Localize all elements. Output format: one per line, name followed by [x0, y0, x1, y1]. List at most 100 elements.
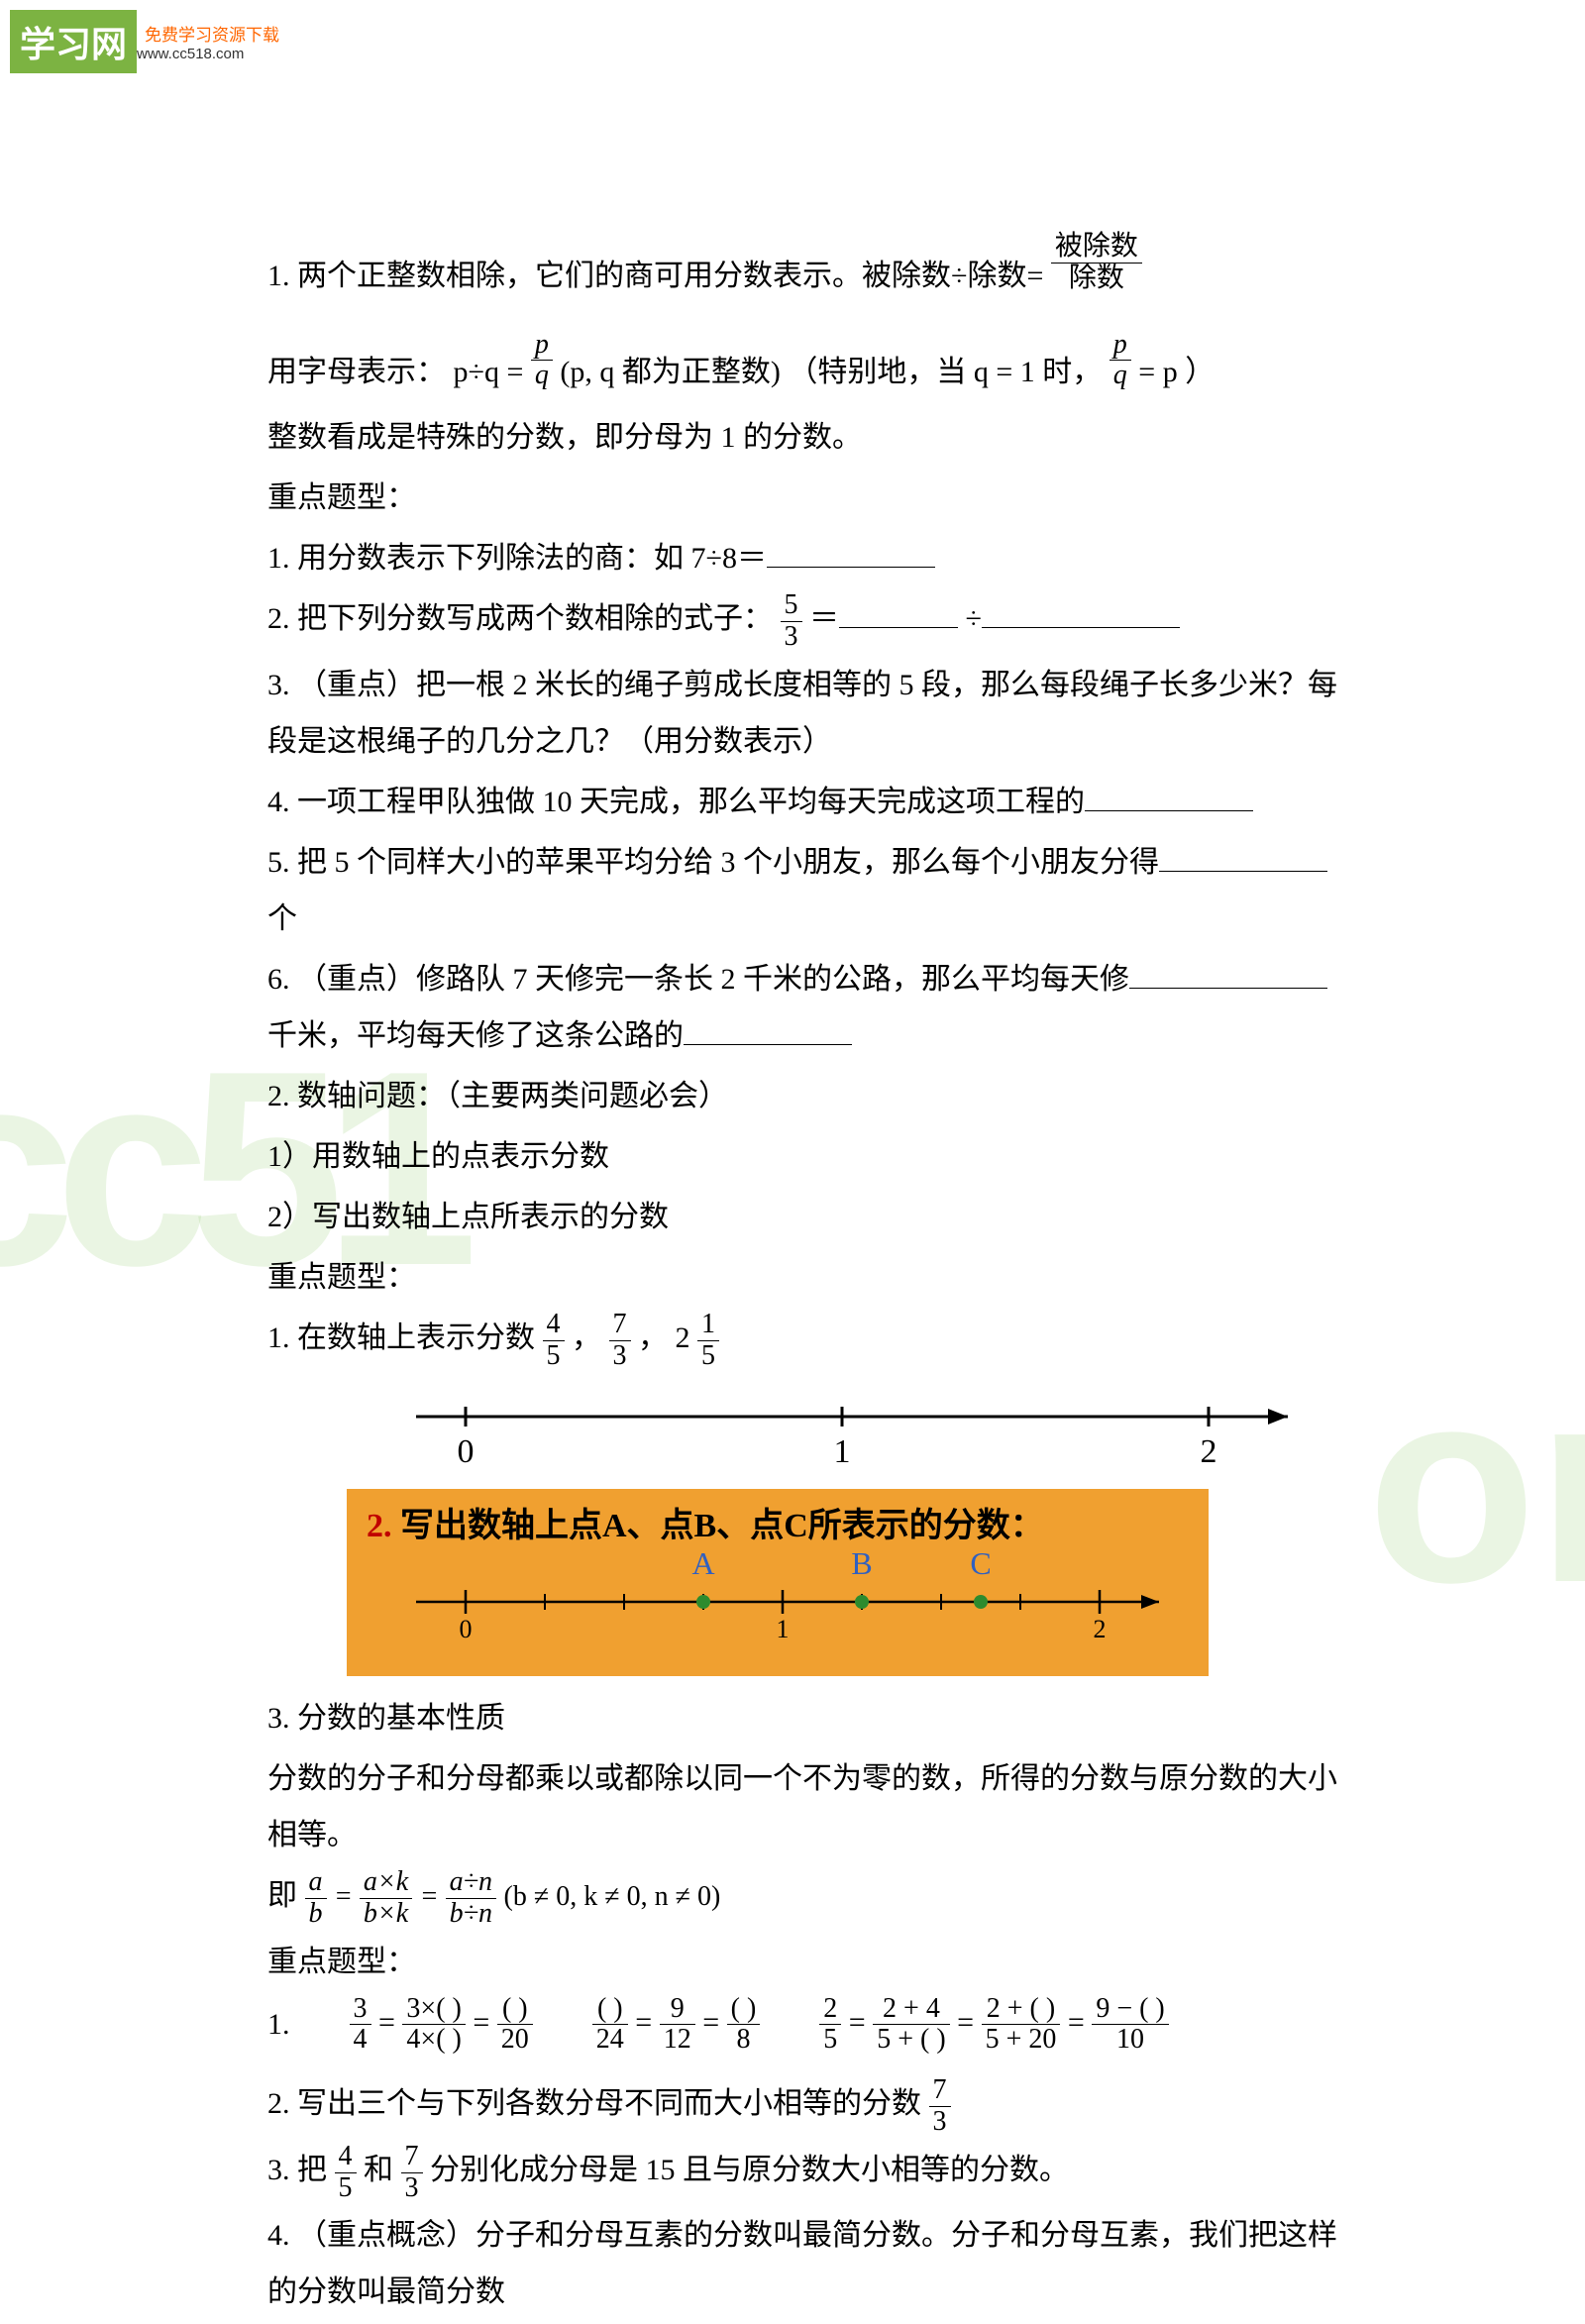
- eq: =: [420, 1881, 446, 1912]
- d: 5 + 20: [982, 2025, 1061, 2056]
- logo-url: www.cc518.com: [137, 46, 279, 62]
- f: ( )24: [592, 1994, 628, 2057]
- text: 3. 把: [267, 2154, 327, 2186]
- eq: =: [334, 1881, 360, 1912]
- text: 用字母表示： p÷q =: [267, 356, 523, 388]
- numerator: 被除数: [1051, 232, 1142, 264]
- numerator: 4: [543, 1310, 565, 1341]
- blank: [982, 598, 1180, 628]
- d: 5 + ( ): [873, 2025, 949, 2056]
- denominator: 5: [543, 1341, 565, 1372]
- fraction-7-3: 73: [609, 1310, 631, 1372]
- frac-a-b: ab: [305, 1867, 327, 1930]
- f: 3×( )4×( ): [402, 1994, 465, 2057]
- denominator: 5: [697, 1341, 719, 1372]
- point-C: [974, 1595, 988, 1609]
- fraction-4-5: 45: [543, 1310, 565, 1372]
- frac-an-bn: a÷nb÷n: [446, 1867, 496, 1930]
- q-6: 6. （重点）修路队 7 天修完一条长 2 千米的公路，那么平均每天修千米，平均…: [267, 951, 1337, 1064]
- intro-line-4: 重点题型：: [267, 470, 1337, 526]
- site-logo: 学习网 免费学习资源下载 www.cc518.com: [10, 10, 279, 73]
- denominator: 5: [335, 2173, 357, 2204]
- tick-0: 0: [458, 1433, 475, 1470]
- denominator: b÷n: [446, 1899, 496, 1930]
- d: 12: [660, 2025, 695, 2056]
- text: 个: [267, 902, 297, 935]
- blank: [839, 598, 958, 628]
- d: 24: [592, 2025, 628, 2056]
- q-4: 4. 一项工程甲队独做 10 天完成，那么平均每天完成这项工程的: [267, 774, 1337, 830]
- label-C: C: [970, 1550, 991, 1581]
- fraction-dividend-divisor: 被除数 除数: [1051, 232, 1142, 294]
- fraction-pq: p q: [531, 330, 553, 392]
- blank: [1085, 782, 1253, 811]
- text: 1. 两个正整数相除，它们的商可用分数表示。被除数÷除数=: [267, 260, 1043, 292]
- numerator: a: [305, 1867, 327, 1899]
- n: 2: [819, 1994, 841, 2026]
- point-B: [855, 1595, 869, 1609]
- text: (p, q 都为正整数) （特别地，当 q = 1 时，: [560, 356, 1102, 388]
- prop-formula: 即 ab = a×kb×k = a÷nb÷n (b ≠ 0, k ≠ 0, n …: [267, 1867, 1337, 1930]
- tick-2: 2: [1094, 1615, 1107, 1643]
- expr-2: ( )24 = 912 = ( )8: [592, 1994, 761, 2057]
- text: 1. 在数轴上表示分数: [267, 1321, 535, 1354]
- document-content: 1. 两个正整数相除，它们的商可用分数表示。被除数÷除数= 被除数 除数 用字母…: [267, 248, 1337, 2324]
- tick-1: 1: [834, 1433, 851, 1470]
- f: 2 + 45 + ( ): [873, 1994, 949, 2057]
- prop-desc: 分数的分子和分母都乘以或都除以同一个不为零的数，所得的分数与原分数的大小相等。: [267, 1750, 1337, 1863]
- prop-ex4: 4. （重点概念）分子和分母互素的分数叫最简分数。分子和分母互素，我们把这样的分…: [267, 2207, 1337, 2320]
- watermark-right: om: [1367, 1327, 1585, 1645]
- text: 分别化成分母是 15 且与原分数大小相等的分数。: [430, 2154, 1069, 2186]
- f: 25: [819, 1994, 841, 2057]
- expr-1: 34 = 3×( )4×( ) = ( )20: [350, 1994, 533, 2057]
- blank: [1129, 959, 1327, 989]
- numerator: p: [531, 330, 553, 362]
- condition: (b ≠ 0, k ≠ 0, n ≠ 0): [504, 1881, 721, 1912]
- n: 2 + 4: [873, 1994, 949, 2026]
- numerator: p: [1110, 330, 1131, 362]
- numberline-2-svg: A B C 0 1 2: [367, 1550, 1179, 1649]
- numerator: 5: [781, 590, 802, 622]
- q-1: 1. 用分数表示下列除法的商：如 7÷8＝: [267, 530, 1337, 586]
- denominator: 除数: [1051, 264, 1142, 294]
- text: 千米，平均每天修了这条公路的: [267, 1019, 684, 1052]
- denominator: 3: [929, 2107, 951, 2138]
- f: 9 − ( )10: [1092, 1994, 1168, 2057]
- section-2-1: 1）用数轴上的点表示分数: [267, 1128, 1337, 1185]
- prop-ex1: 1. 34 = 3×( )4×( ) = ( )20 ( )24 = 912 =…: [267, 1994, 1337, 2057]
- text: ÷: [966, 602, 982, 635]
- n: 9 − ( ): [1092, 1994, 1168, 2026]
- prefix: 1.: [267, 1996, 290, 2053]
- text: 2. 写出三个与下列各数分母不同而大小相等的分数: [267, 2087, 929, 2120]
- text: ，: [572, 1321, 601, 1354]
- denominator: q: [531, 361, 553, 391]
- n: 2 + ( ): [982, 1994, 1061, 2026]
- text: 4. 一项工程甲队独做 10 天完成，那么平均每天完成这项工程的: [267, 786, 1085, 818]
- point-A: [696, 1595, 710, 1609]
- section-2: 2. 数轴问题：（主要两类问题必会）: [267, 1068, 1337, 1124]
- label-B: B: [851, 1550, 872, 1581]
- intro-line-2: 用字母表示： p÷q = p q (p, q 都为正整数) （特别地，当 q =…: [267, 344, 1337, 406]
- text: 6. （重点）修路队 7 天修完一条长 2 千米的公路，那么平均每天修: [267, 963, 1129, 996]
- frac-ak-bk: a×kb×k: [360, 1867, 412, 1930]
- d: 20: [497, 2025, 533, 2056]
- fraction-4-5: 45: [335, 2142, 357, 2204]
- n: 9: [660, 1994, 695, 2026]
- denominator: 3: [609, 1341, 631, 1372]
- denominator: b×k: [360, 1899, 412, 1930]
- fraction-pq-2: p q: [1110, 330, 1131, 392]
- logo-main: 学习网: [10, 10, 137, 73]
- numerator: a×k: [360, 1867, 412, 1899]
- fraction-7-3: 73: [401, 2142, 423, 2204]
- numerator: 7: [401, 2142, 423, 2173]
- denominator: 3: [401, 2173, 423, 2204]
- prop-ex2: 2. 写出三个与下列各数分母不同而大小相等的分数 73: [267, 2075, 1337, 2138]
- q-3: 3. （重点）把一根 2 米长的绳子剪成长度相等的 5 段，那么每段绳子长多少米…: [267, 657, 1337, 770]
- text: ＝: [809, 602, 839, 635]
- f: 34: [350, 1994, 371, 2057]
- numerator: 7: [929, 2075, 951, 2107]
- prop-title: 3. 分数的基本性质: [267, 1690, 1337, 1746]
- d: 5: [819, 2025, 841, 2056]
- keytype-label: 重点题型：: [267, 1249, 1337, 1306]
- f: 2 + ( )5 + 20: [982, 1994, 1061, 2057]
